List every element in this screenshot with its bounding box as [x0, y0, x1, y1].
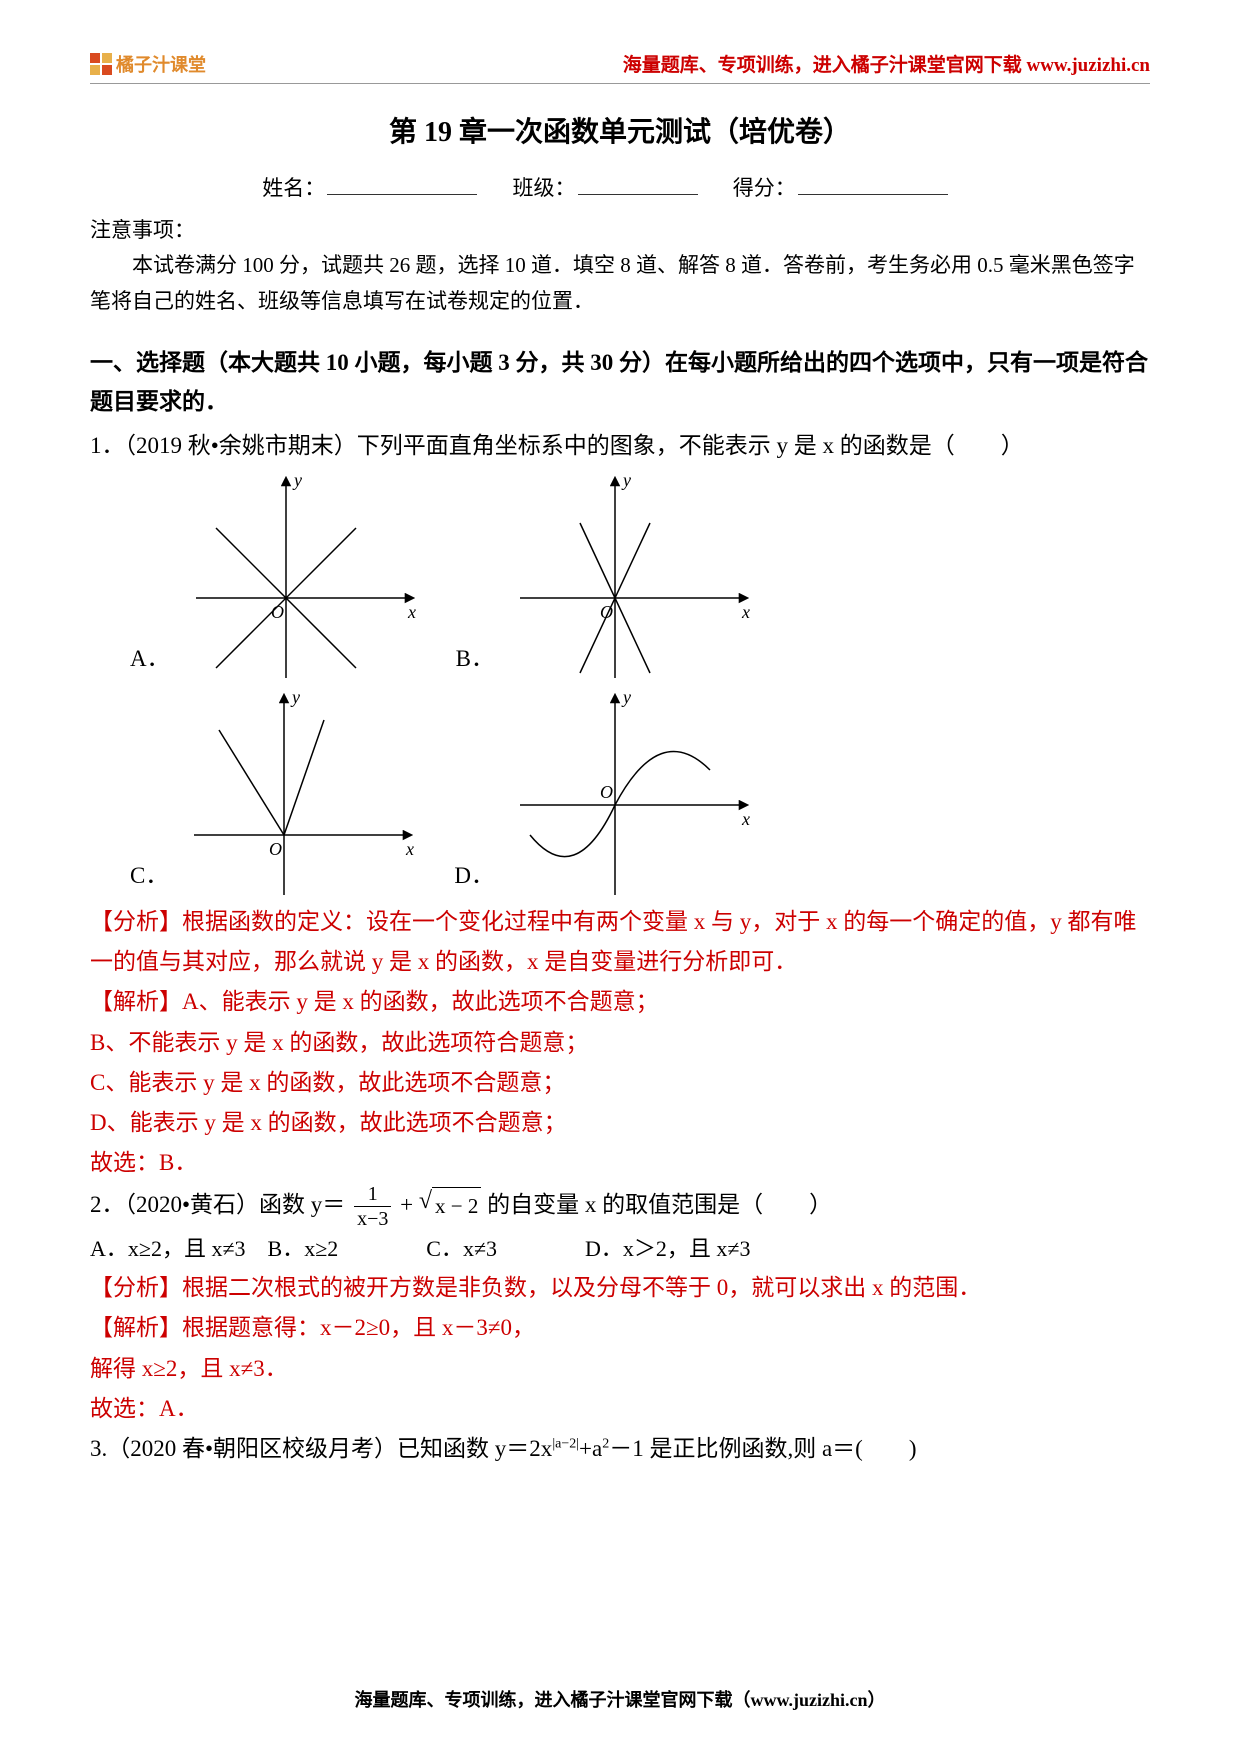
q3-pre: 3.（2020 春•朝阳区校级月考）已知函数 y＝2x [90, 1436, 552, 1461]
notice-heading: 注意事项： [90, 214, 1150, 244]
name-label: 姓名： [262, 176, 325, 200]
q2-analysis: 【分析】根据二次根式的被开方数是非负数，以及分母不等于 0，就可以求出 x 的范… [90, 1268, 1150, 1308]
q2-stem-post: 的自变量 x 的取值范围是（ ） [487, 1191, 832, 1216]
q2-analysis-head: 【分析】 [90, 1275, 182, 1300]
svg-text:y: y [292, 470, 302, 490]
q3-post: －1 是正比例函数,则 a＝( ) [609, 1436, 916, 1461]
q2-frac-num: 1 [354, 1184, 391, 1207]
logo-text: 橘子汁课堂 [116, 51, 206, 77]
q2-plus: + [400, 1191, 419, 1216]
q1-label-b: B． [456, 639, 494, 673]
q1-analysis-body: 根据函数的定义：设在一个变化过程中有两个变量 x 与 y，对于 x 的每一个确定… [90, 909, 1137, 974]
svg-text:x: x [741, 809, 750, 829]
q2-sol-head: 【解析】 [90, 1315, 182, 1340]
page-header: 橘子汁课堂 海量题库、专项训练，进入橘子汁课堂官网下载 www.juzizhi.… [90, 50, 1150, 84]
svg-text:y: y [621, 470, 631, 490]
score-label: 得分： [733, 176, 796, 200]
svg-text:y: y [621, 687, 631, 707]
student-info-row: 姓名： 班级： 得分： [90, 172, 1150, 202]
q3-text: 3.（2020 春•朝阳区校级月考）已知函数 y＝2x|a−2|+a2－1 是正… [90, 1429, 1150, 1469]
radical-icon: √ [419, 1189, 432, 1227]
q1-graphs-row1: A． y x O B． y x [130, 468, 1150, 683]
graph-c-svg: y x O [174, 685, 424, 900]
q1-analysis-head: 【分析】 [90, 909, 182, 934]
svg-text:x: x [405, 839, 414, 859]
logo-icon [90, 53, 112, 75]
svg-text:y: y [290, 687, 300, 707]
q2-sqrt-arg: x − 2 [432, 1187, 481, 1225]
q1-graphs-row2: C． y x O D． y x O [130, 685, 1150, 900]
q1-graph-b: B． y x O [456, 468, 760, 683]
page-title: 第 19 章一次函数单元测试（培优卷） [90, 110, 1150, 150]
q1-graph-c: C． y x O [130, 685, 424, 900]
q1-text: 1．（2019 秋•余姚市期末）下列平面直角坐标系中的图象，不能表示 y 是 x… [90, 426, 1150, 466]
graph-d-svg: y x O [500, 685, 760, 900]
q1-graph-a: A． y x O [130, 468, 426, 683]
name-blank [327, 174, 477, 195]
q1-analysis: 【分析】根据函数的定义：设在一个变化过程中有两个变量 x 与 y，对于 x 的每… [90, 902, 1150, 983]
graph-b-svg: y x O [500, 468, 760, 683]
q2-stem-pre: 2．（2020•黄石）函数 y＝ [90, 1191, 345, 1216]
q2-options: A．x≥2，且 x≠3 B．x≥2 C．x≠3 D．x＞2，且 x≠3 [90, 1229, 1150, 1269]
q3-exp1: |a−2| [552, 1437, 579, 1452]
q1-sol-a: A、能表示 y 是 x 的函数，故此选项不合题意； [182, 989, 659, 1014]
q1-sol-c: C、能表示 y 是 x 的函数，故此选项不合题意； [90, 1063, 1150, 1103]
q1-sol-b: B、不能表示 y 是 x 的函数，故此选项符合题意； [90, 1023, 1150, 1063]
header-tagline: 海量题库、专项训练，进入橘子汁课堂官网下载 www.juzizhi.cn [623, 50, 1150, 77]
q1-answer: 故选：B． [90, 1143, 1150, 1183]
svg-text:x: x [741, 602, 750, 622]
q1-label-c: C． [130, 856, 168, 890]
graph-a-svg: y x O [176, 468, 426, 683]
q2-sqrt: √ x − 2 [419, 1187, 482, 1225]
svg-text:x: x [407, 602, 416, 622]
score-blank [798, 174, 948, 195]
svg-text:O: O [269, 839, 282, 859]
q2-sol-body: 根据题意得：x－2≥0，且 x－3≠0， [182, 1315, 535, 1340]
q3-mid: +a [579, 1436, 602, 1461]
q1-graph-d: D． y x O [454, 685, 760, 900]
q2-sol-body2: 解得 x≥2，且 x≠3． [90, 1349, 1150, 1389]
notice-body: 本试卷满分 100 分，试题共 26 题，选择 10 道．填空 8 道、解答 8… [90, 248, 1150, 319]
logo: 橘子汁课堂 [90, 51, 206, 77]
class-label: 班级： [513, 176, 576, 200]
q2-analysis-body: 根据二次根式的被开方数是非负数，以及分母不等于 0，就可以求出 x 的范围． [182, 1275, 981, 1300]
q2-frac-den: x−3 [354, 1207, 391, 1229]
q2-text: 2．（2020•黄石）函数 y＝ 1 x−3 + √ x − 2 的自变量 x … [90, 1184, 1150, 1229]
q2-answer: 故选：A． [90, 1389, 1150, 1429]
q1-sol-line-head: 【解析】A、能表示 y 是 x 的函数，故此选项不合题意； [90, 982, 1150, 1022]
q1-sol-head: 【解析】 [90, 989, 182, 1014]
q1-sol-d: D、能表示 y 是 x 的函数，故此选项不合题意； [90, 1103, 1150, 1143]
q2-fraction: 1 x−3 [354, 1184, 391, 1229]
page-footer: 海量题库、专项训练，进入橘子汁课堂官网下载（www.juzizhi.cn） [0, 1686, 1240, 1712]
q1-label-a: A． [130, 639, 170, 673]
q1-label-d: D． [454, 856, 494, 890]
class-blank [578, 174, 698, 195]
section1-heading: 一、选择题（本大题共 10 小题，每小题 3 分，共 30 分）在每小题所给出的… [90, 343, 1150, 421]
svg-text:O: O [600, 782, 613, 802]
q2-sol-line: 【解析】根据题意得：x－2≥0，且 x－3≠0， [90, 1308, 1150, 1348]
